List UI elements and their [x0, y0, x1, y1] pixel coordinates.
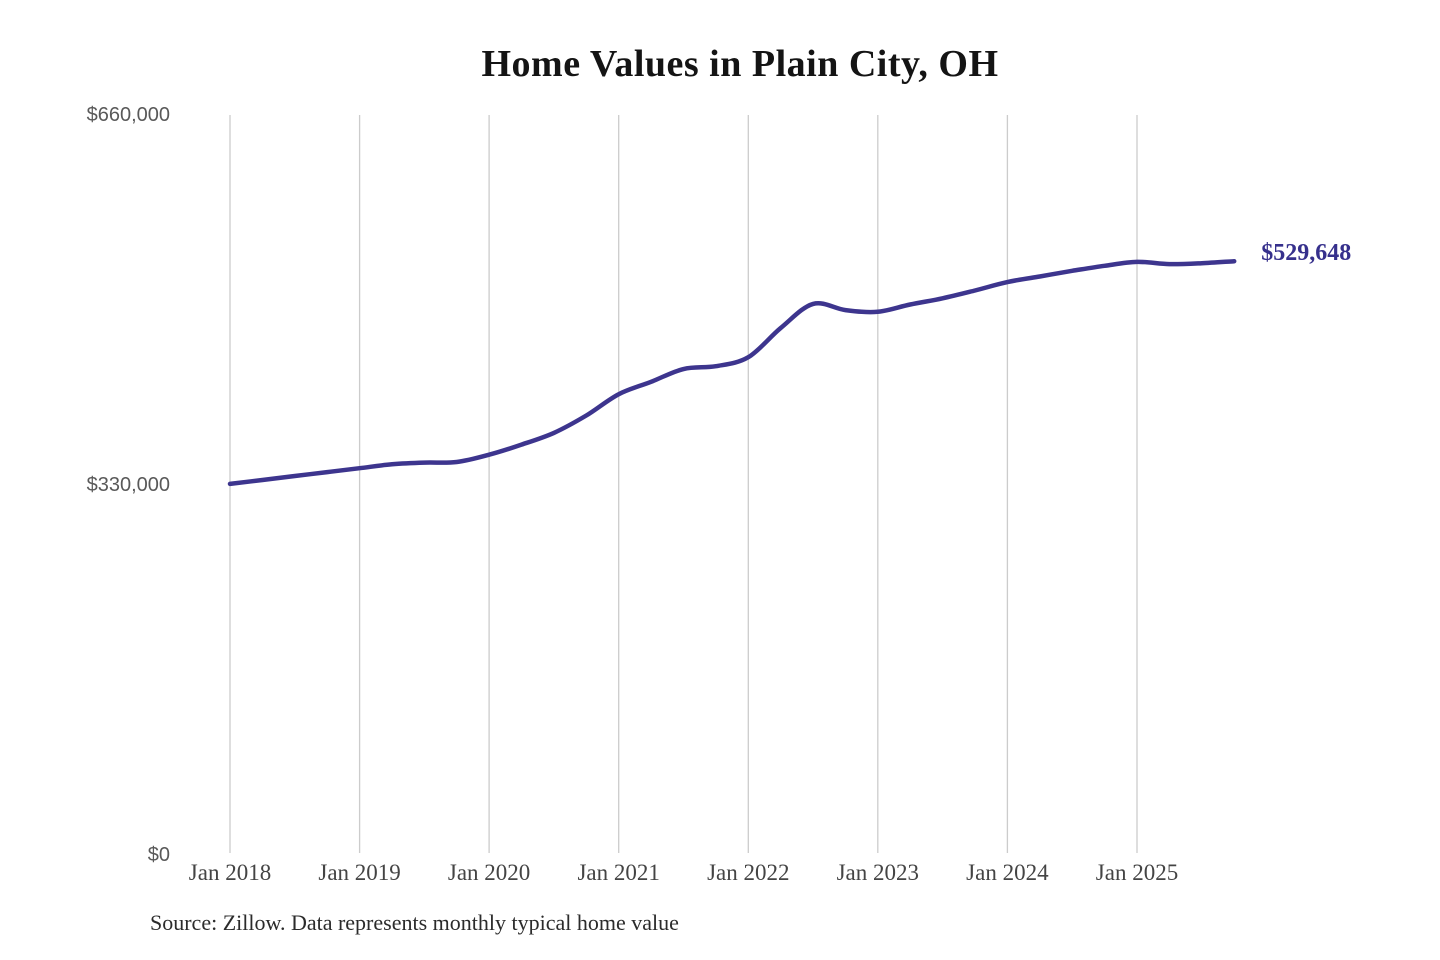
x-axis-tick-label: Jan 2024	[966, 860, 1049, 885]
x-axis-tick-label: Jan 2019	[318, 860, 401, 885]
latest-value-label: $529,648	[1261, 240, 1352, 267]
x-axis-tick-label: Jan 2018	[188, 860, 272, 885]
x-axis-tick-label: Jan 2022	[707, 860, 790, 885]
y-axis-tick-label: $0	[147, 844, 170, 866]
x-axis-tick-label: Jan 2020	[447, 860, 531, 885]
x-axis-tick-label: Jan 2023	[836, 860, 919, 885]
home-value-line	[227, 258, 1237, 487]
chart-title: Home Values in Plain City, OH	[481, 43, 999, 85]
x-axis-tick-label: Jan 2025	[1095, 860, 1179, 885]
x-axis-tick-label: Jan 2021	[577, 860, 660, 885]
x-axis: Jan 2018 Jan 2019 Jan 2020 Jan 2021 Jan 2022…	[0, 858, 1440, 892]
y-axis: $0 $330,000 $660,000	[40, 0, 170, 960]
y-axis-tick-label: $660,000	[86, 104, 170, 126]
source-note: Source: Zillow. Data represents monthly …	[150, 910, 679, 935]
y-axis-tick-label: $330,000	[86, 474, 170, 496]
